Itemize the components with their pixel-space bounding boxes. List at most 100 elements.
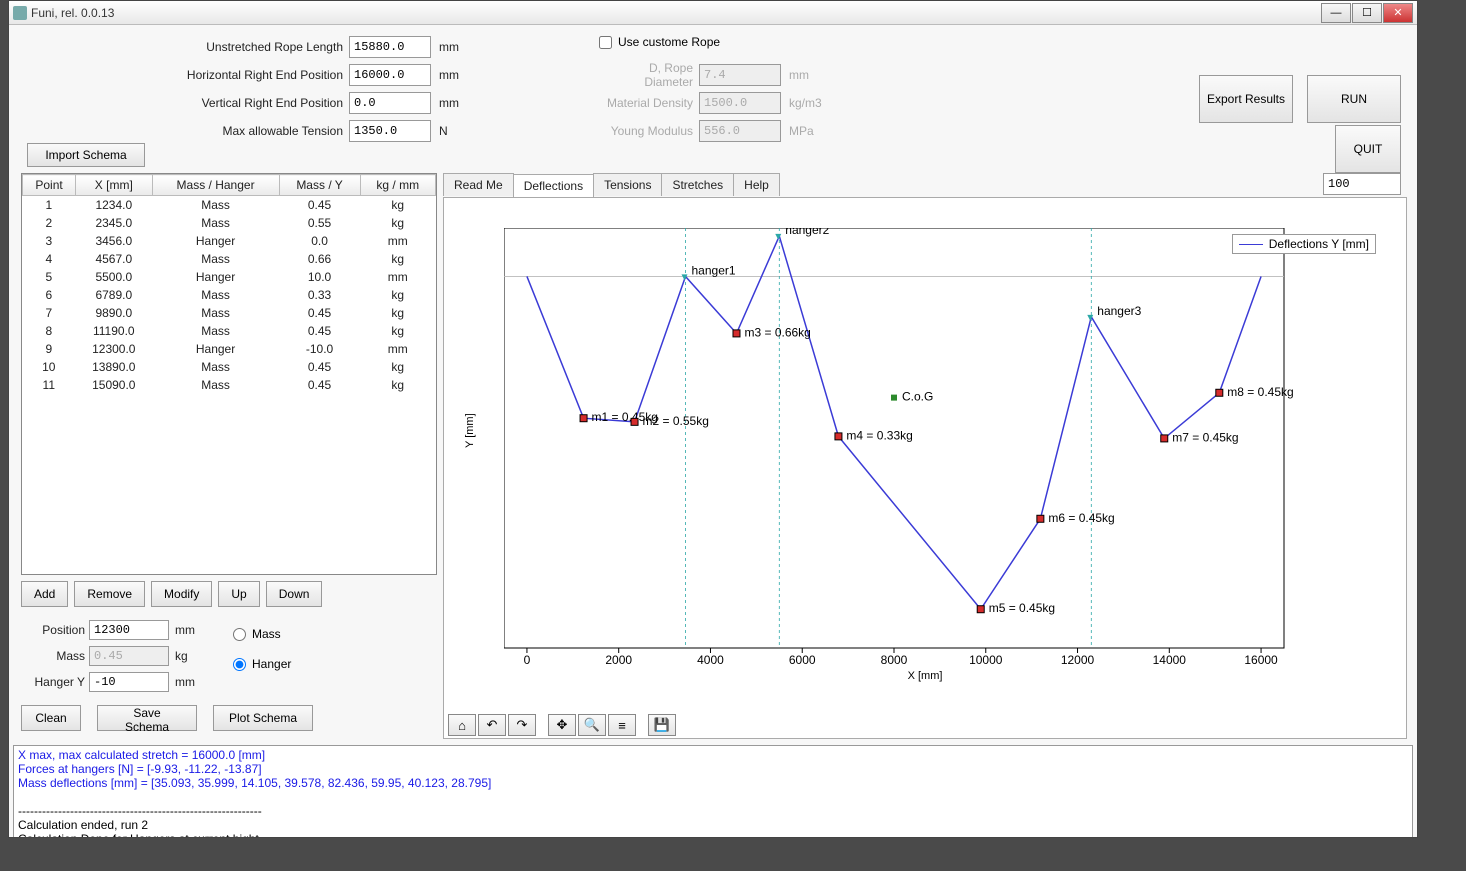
horz-end-input[interactable] <box>349 64 431 86</box>
points-table-wrap: PointX [mm]Mass / HangerMass / Ykg / mm … <box>21 173 437 575</box>
log-line: Forces at hangers [N] = [-9.93, -11.22, … <box>18 762 1408 776</box>
table-row[interactable]: 22345.0Mass0.55kg <box>23 214 436 232</box>
add-button[interactable]: Add <box>21 581 68 607</box>
vert-end-input[interactable] <box>349 92 431 114</box>
svg-text:m2 = 0.55kg: m2 = 0.55kg <box>643 414 709 428</box>
mass-input <box>89 646 169 666</box>
rope-density-unit: kg/m3 <box>781 96 822 110</box>
svg-text:m7 = 0.45kg: m7 = 0.45kg <box>1172 430 1238 444</box>
hanger-y-unit: mm <box>169 675 195 689</box>
tab-stretches[interactable]: Stretches <box>661 173 734 196</box>
hanger-y-label: Hanger Y <box>33 675 89 689</box>
tab-read-me[interactable]: Read Me <box>443 173 514 196</box>
modify-button[interactable]: Modify <box>151 581 212 607</box>
rope-length-unit: mm <box>431 40 459 54</box>
mass-label: Mass <box>33 649 89 663</box>
table-row[interactable]: 1115090.0Mass0.45kg <box>23 376 436 394</box>
rope-d-input <box>699 64 781 86</box>
quit-button[interactable]: QUIT <box>1335 125 1401 173</box>
position-label: Position <box>33 623 89 637</box>
rope-length-label: Unstretched Rope Length <box>9 40 349 54</box>
table-row[interactable]: 11234.0Mass0.45kg <box>23 196 436 215</box>
tab-tensions[interactable]: Tensions <box>593 173 662 196</box>
config-icon[interactable]: ≡ <box>608 714 636 736</box>
save-icon[interactable]: 💾 <box>648 714 676 736</box>
rope-params: D, Rope Diameter mm Material Density kg/… <box>599 61 822 145</box>
plot-schema-button[interactable]: Plot Schema <box>213 705 313 731</box>
app-window: Funi, rel. 0.0.13 — ☐ ✕ Unstretched Rope… <box>8 0 1418 838</box>
max-tension-label: Max allowable Tension <box>9 124 349 138</box>
main-area: Unstretched Rope Length mm Horizontal Ri… <box>9 25 1417 837</box>
svg-text:2000: 2000 <box>605 653 632 667</box>
column-header[interactable]: X [mm] <box>76 175 152 196</box>
home-icon[interactable]: ⌂ <box>448 714 476 736</box>
rope-density-input <box>699 92 781 114</box>
pan-icon[interactable]: ✥ <box>548 714 576 736</box>
table-row[interactable]: 66789.0Mass0.33kg <box>23 286 436 304</box>
close-button[interactable]: ✕ <box>1383 3 1413 23</box>
maximize-button[interactable]: ☐ <box>1352 3 1382 23</box>
log-line: ----------------------------------------… <box>18 804 1408 818</box>
type-radios: Mass Hanger <box>233 619 291 679</box>
legend-line-icon <box>1239 244 1263 245</box>
svg-text:▾: ▾ <box>1087 310 1093 324</box>
chart-legend: Deflections Y [mm] <box>1232 234 1376 254</box>
table-row[interactable]: 55500.0Hanger10.0mm <box>23 268 436 286</box>
max-tension-input[interactable] <box>349 120 431 142</box>
column-header[interactable]: Mass / Y <box>279 175 360 196</box>
zoom-icon[interactable]: 🔍 <box>578 714 606 736</box>
log-line: X max, max calculated stretch = 16000.0 … <box>18 748 1408 762</box>
forward-icon[interactable]: ↷ <box>508 714 536 736</box>
tab-help[interactable]: Help <box>733 173 780 196</box>
table-row[interactable]: 811190.0Mass0.45kg <box>23 322 436 340</box>
hanger-y-input[interactable] <box>89 672 169 692</box>
table-row[interactable]: 44567.0Mass0.66kg <box>23 250 436 268</box>
column-header[interactable]: Point <box>23 175 76 196</box>
rope-d-unit: mm <box>781 68 809 82</box>
svg-text:▾: ▾ <box>775 229 781 243</box>
custom-rope-check[interactable] <box>599 36 612 49</box>
column-header[interactable]: Mass / Hanger <box>152 175 279 196</box>
custom-rope-checkbox[interactable]: Use custome Rope <box>599 35 720 49</box>
legend-label: Deflections Y [mm] <box>1269 237 1369 251</box>
titlebar: Funi, rel. 0.0.13 — ☐ ✕ <box>9 1 1417 25</box>
radio-mass[interactable]: Mass <box>233 619 291 649</box>
down-button[interactable]: Down <box>266 581 323 607</box>
svg-text:m4 = 0.33kg: m4 = 0.33kg <box>846 428 912 442</box>
svg-text:4000: 4000 <box>697 653 724 667</box>
run-button[interactable]: RUN <box>1307 75 1401 123</box>
svg-text:6000: 6000 <box>789 653 816 667</box>
tab-deflections[interactable]: Deflections <box>513 174 594 197</box>
radio-hanger[interactable]: Hanger <box>233 649 291 679</box>
vert-end-label: Vertical Right End Position <box>9 96 349 110</box>
back-icon[interactable]: ↶ <box>478 714 506 736</box>
table-row[interactable]: 912300.0Hanger-10.0mm <box>23 340 436 358</box>
import-schema-button[interactable]: Import Schema <box>27 143 145 167</box>
svg-text:hanger1: hanger1 <box>692 263 736 277</box>
position-input[interactable] <box>89 620 169 640</box>
max-tension-unit: N <box>431 124 448 138</box>
up-button[interactable]: Up <box>218 581 259 607</box>
zoom-input[interactable] <box>1323 173 1401 195</box>
minimize-button[interactable]: — <box>1321 3 1351 23</box>
rope-length-input[interactable] <box>349 36 431 58</box>
rope-d-label: D, Rope Diameter <box>599 61 699 89</box>
svg-text:m5 = 0.45kg: m5 = 0.45kg <box>989 601 1055 615</box>
svg-text:10000: 10000 <box>969 653 1003 667</box>
svg-text:m6 = 0.45kg: m6 = 0.45kg <box>1048 511 1114 525</box>
clean-button[interactable]: Clean <box>21 705 81 731</box>
table-row[interactable]: 79890.0Mass0.45kg <box>23 304 436 322</box>
export-button[interactable]: Export Results <box>1199 75 1293 123</box>
vert-end-unit: mm <box>431 96 459 110</box>
rope-density-label: Material Density <box>599 96 699 110</box>
table-row[interactable]: 1013890.0Mass0.45kg <box>23 358 436 376</box>
column-header[interactable]: kg / mm <box>360 175 435 196</box>
svg-text:hanger2: hanger2 <box>785 228 829 237</box>
remove-button[interactable]: Remove <box>74 581 145 607</box>
table-row[interactable]: 33456.0Hanger0.0mm <box>23 232 436 250</box>
save-schema-button[interactable]: Save Schema <box>97 705 197 731</box>
points-table: PointX [mm]Mass / HangerMass / Ykg / mm … <box>22 174 436 394</box>
svg-text:hanger3: hanger3 <box>1097 304 1141 318</box>
horz-end-unit: mm <box>431 68 459 82</box>
log-output[interactable]: X max, max calculated stretch = 16000.0 … <box>13 745 1413 837</box>
